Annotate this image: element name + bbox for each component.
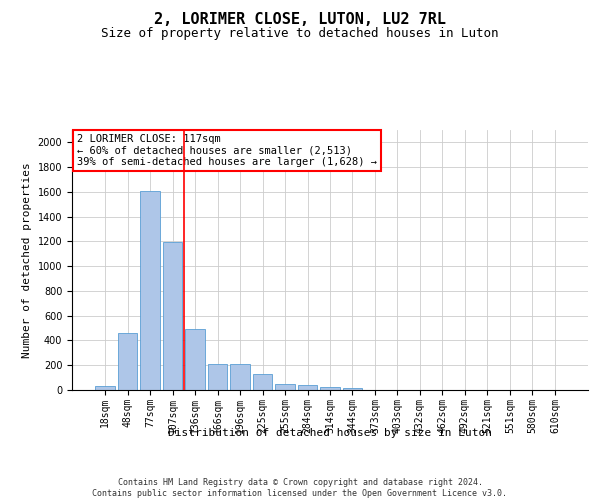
Bar xyxy=(185,330,205,390)
Bar xyxy=(163,242,182,390)
Bar xyxy=(298,385,317,390)
Bar xyxy=(118,333,137,390)
Bar xyxy=(320,387,340,390)
Bar xyxy=(95,386,115,390)
Bar xyxy=(140,190,160,390)
Text: Distribution of detached houses by size in Luton: Distribution of detached houses by size … xyxy=(168,428,492,438)
Text: 2 LORIMER CLOSE: 117sqm
← 60% of detached houses are smaller (2,513)
39% of semi: 2 LORIMER CLOSE: 117sqm ← 60% of detache… xyxy=(77,134,377,167)
Text: Contains HM Land Registry data © Crown copyright and database right 2024.
Contai: Contains HM Land Registry data © Crown c… xyxy=(92,478,508,498)
Text: 2, LORIMER CLOSE, LUTON, LU2 7RL: 2, LORIMER CLOSE, LUTON, LU2 7RL xyxy=(154,12,446,28)
Bar xyxy=(208,364,227,390)
Bar xyxy=(253,374,272,390)
Bar xyxy=(275,384,295,390)
Bar xyxy=(230,364,250,390)
Text: Size of property relative to detached houses in Luton: Size of property relative to detached ho… xyxy=(101,28,499,40)
Y-axis label: Number of detached properties: Number of detached properties xyxy=(22,162,32,358)
Bar xyxy=(343,388,362,390)
